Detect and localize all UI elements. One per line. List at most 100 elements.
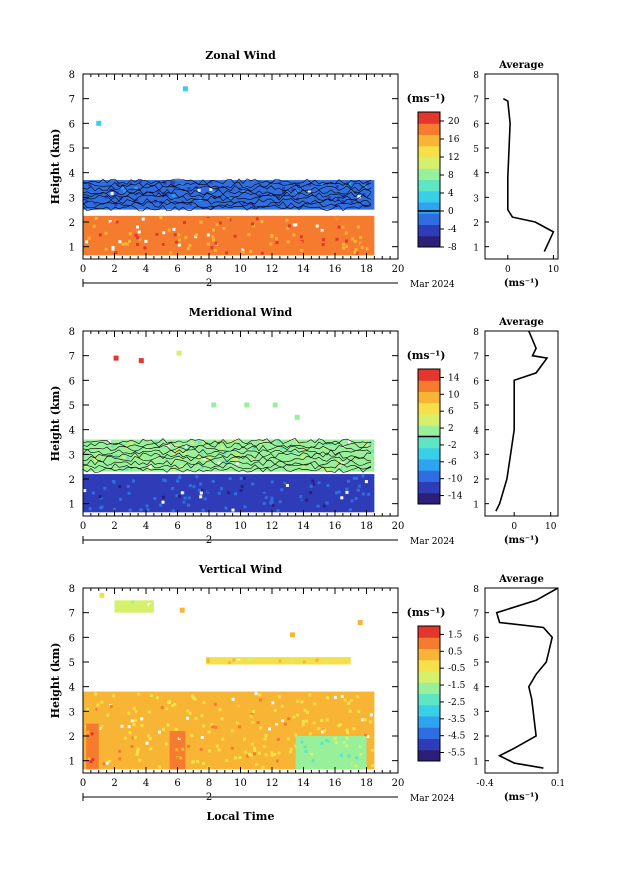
- data-cell: [177, 456, 181, 460]
- data-cell: [260, 440, 264, 444]
- data-cell: [155, 696, 159, 700]
- data-cell: [221, 763, 225, 767]
- x-tick-label: 8: [206, 264, 212, 275]
- data-cell: [356, 222, 360, 225]
- data-cell: [142, 195, 146, 199]
- data-cell: [157, 231, 161, 235]
- data-cell: [185, 464, 189, 468]
- data-cell: [138, 758, 142, 762]
- y-tick-label: 2: [69, 732, 75, 743]
- data-cell: [296, 713, 300, 717]
- data-cell: [333, 737, 337, 741]
- data-cell: [261, 765, 265, 769]
- data-cell: [251, 703, 255, 707]
- heatmap-area: [83, 592, 375, 770]
- x-tick-label: 6: [174, 521, 180, 532]
- data-cell: [241, 248, 245, 252]
- data-cell: [172, 227, 176, 231]
- data-cell: [338, 504, 342, 508]
- data-cell: [202, 492, 206, 496]
- colorbar: -8 -4 0 4 8 12 16 20 (ms⁻¹): [407, 92, 460, 253]
- data-cell: [258, 751, 261, 755]
- data-cell: [211, 476, 215, 480]
- data-cell: [195, 185, 199, 189]
- data-cell: [345, 490, 349, 494]
- data-cell: [250, 742, 254, 746]
- data-cell: [186, 247, 190, 251]
- x-tick-label: 6: [174, 264, 180, 275]
- x-tick-label: 0: [80, 521, 86, 532]
- data-cell: [159, 216, 163, 220]
- data-cell: [147, 501, 151, 505]
- data-cell: [264, 496, 268, 500]
- data-cell: [355, 476, 359, 480]
- data-cell: [214, 725, 218, 729]
- data-cell: [182, 500, 186, 504]
- data-cell: [356, 713, 360, 717]
- data-cell: [290, 204, 294, 208]
- data-cell: [108, 750, 112, 754]
- data-cell: [319, 196, 323, 200]
- data-cell: [147, 734, 151, 738]
- data-cell: [205, 504, 209, 508]
- data-cell: [251, 482, 255, 486]
- colorbar-segment: [418, 481, 440, 494]
- data-cell: [301, 467, 305, 471]
- data-cell: [251, 718, 255, 722]
- x-tick-label: 8: [206, 521, 212, 532]
- average-y-tick-label: 7: [473, 353, 479, 363]
- data-cell: [112, 746, 116, 750]
- data-cell: [199, 220, 203, 224]
- data-cell: [344, 481, 347, 485]
- data-cell: [304, 228, 308, 232]
- data-cell: [227, 491, 230, 495]
- data-cell: [285, 484, 289, 487]
- data-point: [357, 620, 363, 626]
- x-tick-label: 12: [266, 521, 279, 532]
- data-cell: [330, 239, 334, 243]
- data-cell: [239, 476, 243, 480]
- data-cell: [364, 733, 368, 737]
- data-cell: [255, 236, 259, 240]
- data-cell: [346, 186, 350, 190]
- data-cell: [276, 189, 280, 193]
- data-cell: [114, 203, 118, 207]
- data-cell: [189, 218, 192, 222]
- colorbar-segment: [418, 459, 440, 471]
- x-tick-label: 2: [111, 521, 117, 532]
- data-cell: [223, 441, 227, 445]
- average-y-tick-label: 4: [473, 684, 479, 694]
- data-cell: [252, 746, 256, 750]
- data-cell: [347, 479, 350, 483]
- data-cell: [163, 479, 167, 483]
- data-cell: [226, 218, 230, 222]
- data-cell: [162, 192, 166, 196]
- colorbar-segment: [418, 682, 440, 694]
- data-cell: [348, 709, 352, 713]
- data-cell: [279, 726, 283, 729]
- colorbar-segment: [418, 414, 440, 426]
- data-cell: [237, 660, 241, 664]
- data-cell: [358, 232, 362, 236]
- data-cell: [141, 217, 145, 221]
- data-cell: [97, 708, 100, 712]
- data-cell: [235, 462, 239, 466]
- data-cell: [358, 745, 362, 748]
- data-cell: [132, 605, 136, 609]
- data-cell: [220, 724, 224, 728]
- y-axis-label: Height (km): [49, 129, 62, 205]
- data-cell: [138, 464, 142, 468]
- data-cell: [206, 445, 210, 448]
- data-cell: [255, 762, 258, 766]
- data-cell: [187, 496, 191, 500]
- colorbar-tick-label: -3.5: [448, 715, 466, 725]
- data-cell: [260, 458, 264, 462]
- data-cell: [351, 743, 355, 747]
- colorbar-segment: [418, 626, 440, 638]
- data-cell: [326, 696, 330, 700]
- data-cell: [260, 197, 264, 201]
- data-cell: [213, 245, 217, 249]
- data-cell: [341, 225, 345, 229]
- data-cell: [179, 224, 183, 228]
